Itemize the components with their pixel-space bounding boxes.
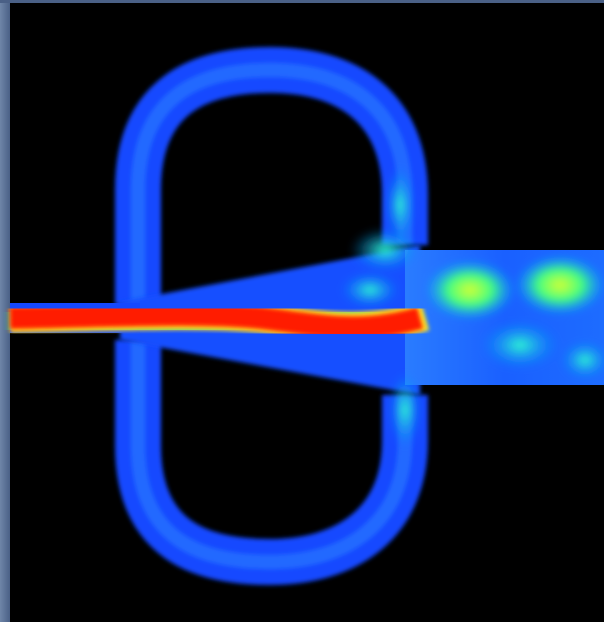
vortex: [386, 165, 414, 245]
vortex: [480, 320, 560, 370]
left-frame: [0, 0, 10, 622]
top-frame: [0, 0, 604, 3]
vortex: [425, 260, 515, 320]
page: (() => { const data = JSON.parse(documen…: [0, 0, 604, 622]
jet: [10, 315, 425, 328]
vortex: [389, 372, 421, 448]
jet-core: [10, 315, 420, 328]
vortex: [350, 228, 420, 272]
vortex: [515, 255, 604, 315]
flow-simulation: [0, 0, 604, 622]
